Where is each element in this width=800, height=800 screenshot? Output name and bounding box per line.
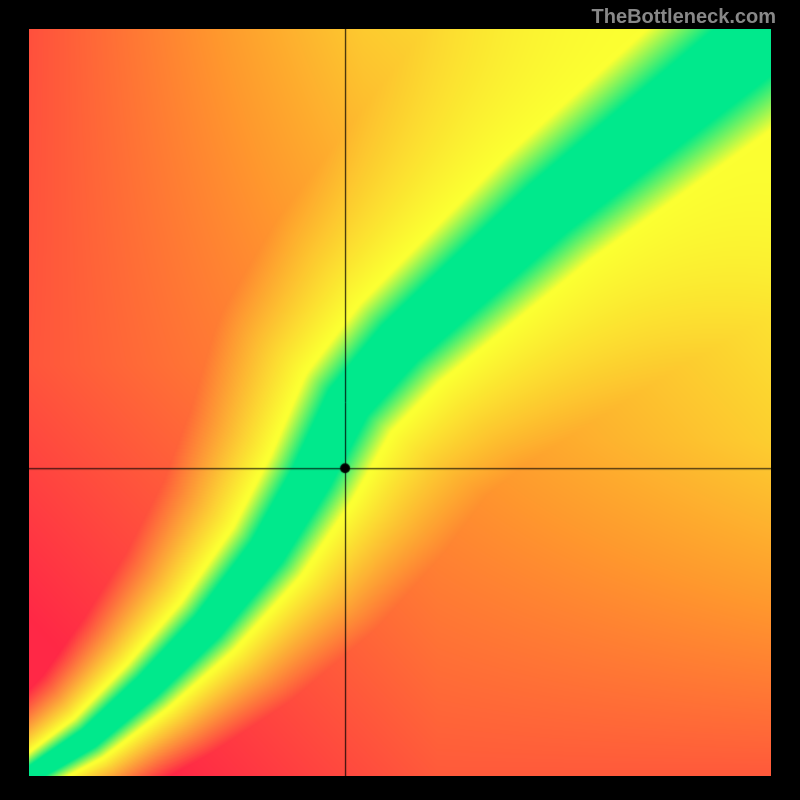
watermark-text: TheBottleneck.com	[592, 6, 776, 29]
overlay-canvas	[29, 29, 771, 776]
bottleneck-heatmap	[29, 29, 771, 776]
